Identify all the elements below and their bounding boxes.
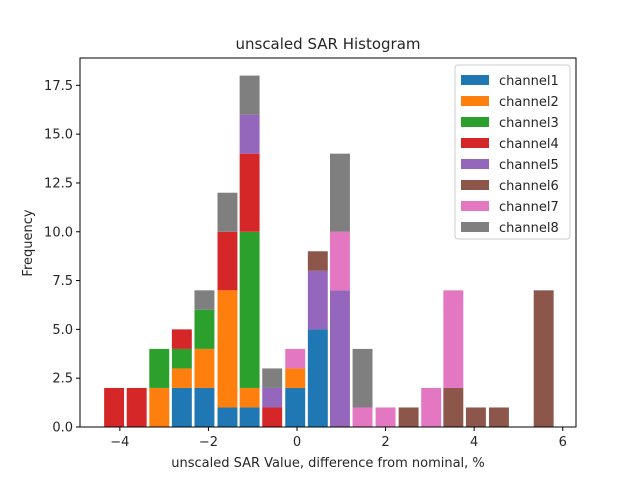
bar-channel6-bin-16 <box>465 407 486 427</box>
bar-channel4-bin-0 <box>104 387 125 427</box>
axes-group <box>79 57 577 428</box>
x-ticks: −4 −2 0 2 4 6 <box>110 427 567 450</box>
legend-label-channel6: channel6 <box>499 179 559 194</box>
chart-title: unscaled SAR Histogram <box>235 35 420 53</box>
plot-frame <box>79 57 577 428</box>
x-tick-label: 4 <box>470 435 478 450</box>
bar-channel3-bin-4 <box>194 309 215 349</box>
bar-channel2-bin-2 <box>149 387 170 427</box>
bar-channel2-bin-8 <box>285 368 306 388</box>
legend-label-channel5: channel5 <box>499 158 559 173</box>
bar-channel6-bin-18 <box>533 290 554 427</box>
y-tick-label: 0.0 <box>52 421 73 436</box>
bar-channel7-bin-14 <box>421 387 442 427</box>
bar-channel8-bin-6 <box>239 75 260 115</box>
bar-channel2-bin-5 <box>217 290 238 408</box>
bar-channel1-bin-5 <box>217 407 238 427</box>
x-axis-label: unscaled SAR Value, difference from nomi… <box>171 456 485 471</box>
legend-swatch-channel3 <box>461 117 489 127</box>
bar-channel6-bin-13 <box>398 407 419 427</box>
legend-swatch-channel5 <box>461 159 489 169</box>
bar-channel8-bin-7 <box>262 368 283 388</box>
bar-channel8-bin-5 <box>217 192 238 232</box>
x-tick-label: −2 <box>199 435 218 450</box>
bar-channel8-bin-10 <box>329 153 350 232</box>
legend: channel1 channel2 channel3 channel4 channel5… <box>454 64 571 240</box>
bars-group <box>104 75 554 427</box>
legend-label-channel7: channel7 <box>499 200 559 215</box>
legend-label-channel2: channel2 <box>499 95 559 110</box>
bar-channel3-bin-6 <box>239 231 260 388</box>
bar-channel1-bin-4 <box>194 387 215 427</box>
bar-channel6-bin-17 <box>488 407 509 427</box>
bar-channel4-bin-1 <box>126 387 147 427</box>
legend-label-channel8: channel8 <box>499 221 559 236</box>
legend-label-channel4: channel4 <box>499 137 559 152</box>
legend-swatch-channel7 <box>461 201 489 211</box>
bar-channel4-bin-6 <box>239 153 260 232</box>
bar-channel6-bin-9 <box>307 251 328 271</box>
bar-channel6-bin-15 <box>443 387 464 427</box>
bar-channel2-bin-4 <box>194 348 215 388</box>
bar-channel5-bin-6 <box>239 114 260 154</box>
legend-swatch-channel1 <box>461 75 489 85</box>
y-tick-label: 5.0 <box>52 323 73 338</box>
x-tick-label: 0 <box>293 435 301 450</box>
bar-channel5-bin-10 <box>329 290 350 427</box>
y-axis-label: Frequency <box>21 209 36 276</box>
bar-channel1-bin-6 <box>239 407 260 427</box>
x-tick-label: −4 <box>110 435 129 450</box>
bar-channel5-bin-9 <box>307 270 328 330</box>
legend-swatch-channel6 <box>461 180 489 190</box>
bar-channel7-bin-8 <box>285 348 306 369</box>
bar-channel3-bin-3 <box>171 348 192 369</box>
bar-channel8-bin-11 <box>352 348 373 408</box>
bar-channel1-bin-9 <box>307 329 328 427</box>
legend-label-channel1: channel1 <box>499 74 559 89</box>
bar-channel5-bin-7 <box>262 387 283 408</box>
y-tick-label: 15.0 <box>44 128 73 143</box>
bar-channel1-bin-8 <box>285 387 306 427</box>
bar-channel2-bin-6 <box>239 387 260 408</box>
legend-label-channel3: channel3 <box>499 116 559 131</box>
bar-channel1-bin-3 <box>171 387 192 427</box>
y-tick-label: 12.5 <box>44 176 73 191</box>
bar-channel7-bin-11 <box>352 407 373 427</box>
legend-swatch-channel8 <box>461 222 489 232</box>
x-tick-label: 6 <box>559 435 567 450</box>
bar-channel8-bin-4 <box>194 290 215 310</box>
legend-swatch-channel4 <box>461 138 489 148</box>
bar-channel2-bin-3 <box>171 368 192 388</box>
bar-channel7-bin-12 <box>375 407 396 427</box>
bar-channel3-bin-2 <box>149 348 170 388</box>
bar-channel4-bin-5 <box>217 231 238 291</box>
y-tick-label: 10.0 <box>44 225 73 240</box>
bar-channel7-bin-10 <box>329 231 350 291</box>
y-tick-label: 17.5 <box>44 79 73 94</box>
y-ticks: 0.0 2.5 5.0 7.5 10.0 12.5 15.0 17.5 <box>44 79 80 436</box>
y-tick-label: 2.5 <box>52 372 73 387</box>
legend-box <box>454 64 571 240</box>
y-tick-label: 7.5 <box>52 274 73 289</box>
bar-channel4-bin-3 <box>171 329 192 349</box>
bar-channel4-bin-7 <box>262 407 283 427</box>
legend-swatch-channel2 <box>461 96 489 106</box>
x-tick-label: 2 <box>381 435 389 450</box>
bar-channel7-bin-15 <box>443 290 464 388</box>
